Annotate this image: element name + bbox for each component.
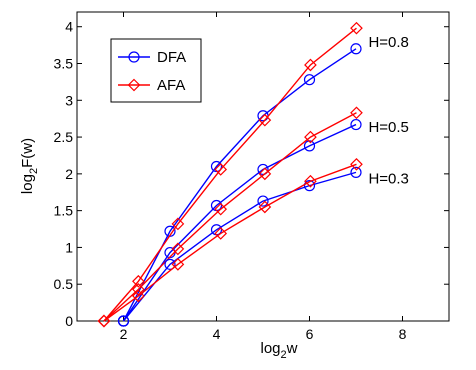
data-point-diamond bbox=[132, 289, 145, 303]
y-tick-label: 0 bbox=[65, 313, 73, 329]
data-point-diamond bbox=[171, 242, 185, 256]
annotation-layer: H=0.8 H=0.5 H=0.3 bbox=[368, 34, 408, 187]
y-axis-label-rest: F(w) bbox=[19, 138, 36, 168]
annotation-label: H=0.5 bbox=[368, 119, 408, 136]
data-point-diamond bbox=[214, 202, 228, 216]
data-point-circle bbox=[350, 43, 362, 55]
y-tick-label: 3.5 bbox=[54, 56, 74, 72]
x-tick-label: 8 bbox=[399, 326, 407, 342]
y-axis-label-sub: 2 bbox=[28, 168, 40, 174]
data-point-circle bbox=[257, 163, 269, 176]
data-point-circle bbox=[117, 315, 130, 327]
x-tick-label: 6 bbox=[306, 326, 314, 342]
legend-label: AFA bbox=[157, 77, 185, 94]
data-point-diamond bbox=[258, 200, 272, 214]
data-point-diamond bbox=[127, 78, 141, 92]
y-tick-label: 4 bbox=[65, 19, 73, 35]
data-point-circle bbox=[164, 258, 176, 270]
data-point-diamond bbox=[350, 106, 363, 120]
y-tick-label: 2 bbox=[65, 166, 73, 182]
series-afa-03 bbox=[97, 157, 363, 328]
data-point-diamond bbox=[258, 167, 272, 181]
y-axis-label: log2F(w) bbox=[19, 138, 40, 194]
data-point-diamond bbox=[171, 217, 185, 231]
data-point-circle bbox=[303, 74, 316, 86]
y-tick-label: 3 bbox=[65, 92, 73, 108]
data-point-diamond bbox=[214, 227, 228, 240]
data-point-diamond bbox=[304, 130, 317, 144]
data-point-diamond bbox=[132, 283, 145, 296]
series-line bbox=[103, 27, 357, 322]
legend-label: DFA bbox=[157, 49, 186, 66]
series-dfa-03 bbox=[117, 166, 362, 327]
data-point-diamond bbox=[258, 113, 272, 127]
y-tick-label: 0.5 bbox=[54, 276, 74, 292]
x-tick-label: 4 bbox=[213, 326, 221, 342]
data-point-diamond bbox=[132, 274, 145, 288]
legend-item-afa: AFA bbox=[118, 77, 185, 94]
series-line bbox=[122, 171, 357, 322]
y-axis-label-base: log bbox=[19, 174, 36, 194]
x-axis-label-sub: 2 bbox=[281, 349, 287, 361]
legend-item-dfa: DFA bbox=[118, 49, 186, 66]
data-point-diamond bbox=[350, 21, 363, 35]
legend: DFA AFA bbox=[110, 38, 202, 103]
series-line bbox=[103, 112, 357, 322]
axis-labels: log2w log2F(w) bbox=[19, 138, 298, 361]
data-point-diamond bbox=[350, 157, 363, 171]
x-axis-label-rest: w bbox=[286, 340, 298, 357]
data-point-circle bbox=[128, 51, 140, 63]
data-point-circle bbox=[303, 180, 316, 192]
data-point-diamond bbox=[97, 314, 111, 328]
x-axis-label-base: log bbox=[261, 340, 281, 357]
series-line bbox=[103, 163, 357, 322]
series-afa-05 bbox=[97, 106, 363, 328]
annotation-label: H=0.3 bbox=[368, 170, 408, 187]
legend-box bbox=[110, 38, 202, 103]
data-point-diamond bbox=[214, 163, 228, 176]
x-tick-label: 2 bbox=[120, 326, 128, 342]
data-point-circle bbox=[350, 166, 362, 178]
series-layer bbox=[97, 21, 363, 328]
x-axis-label: log2w bbox=[261, 340, 298, 361]
data-point-circle bbox=[350, 118, 362, 131]
data-point-diamond bbox=[304, 174, 317, 188]
axis-ticks: 2 4 6 8 0 0.5 1 1.5 2 2.5 3 3.5 4 bbox=[54, 12, 449, 342]
data-point-circle bbox=[257, 195, 269, 207]
data-point-diamond bbox=[171, 258, 185, 271]
y-tick-label: 1.5 bbox=[54, 203, 74, 219]
annotation-label: H=0.8 bbox=[368, 34, 408, 51]
data-point-diamond bbox=[304, 58, 317, 72]
y-tick-label: 2.5 bbox=[54, 129, 74, 145]
y-tick-label: 1 bbox=[65, 239, 73, 255]
